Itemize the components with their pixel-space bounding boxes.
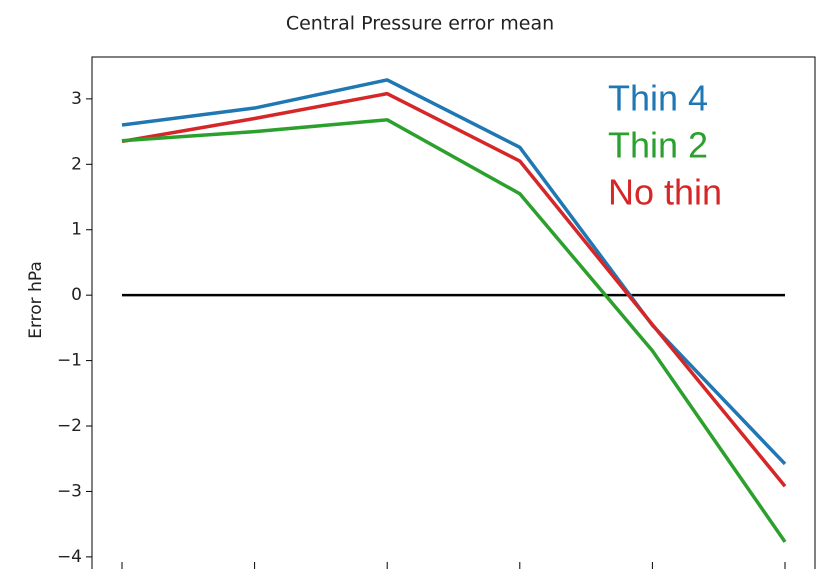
y-tick-label: 3 [71, 89, 82, 109]
y-tick-label: 2 [71, 154, 82, 174]
y-tick-label: 0 [71, 285, 82, 305]
series-line [121, 91, 787, 488]
legend-entry: Thin 2 [608, 125, 708, 166]
legend-entry: No thin [608, 172, 722, 213]
plot-frame [91, 56, 816, 569]
y-tick-label: 1 [71, 220, 82, 240]
y-tick-label: −4 [57, 547, 82, 567]
y-tick-label: −1 [57, 351, 82, 371]
y-tick-label: −3 [57, 481, 82, 501]
chart-title: Central Pressure error mean [286, 13, 554, 35]
y-tick-label: −2 [57, 416, 82, 436]
series-line [121, 78, 787, 466]
y-axis-label: Error hPa [26, 261, 46, 339]
series-line [121, 118, 787, 543]
legend-entry: Thin 4 [608, 78, 708, 119]
